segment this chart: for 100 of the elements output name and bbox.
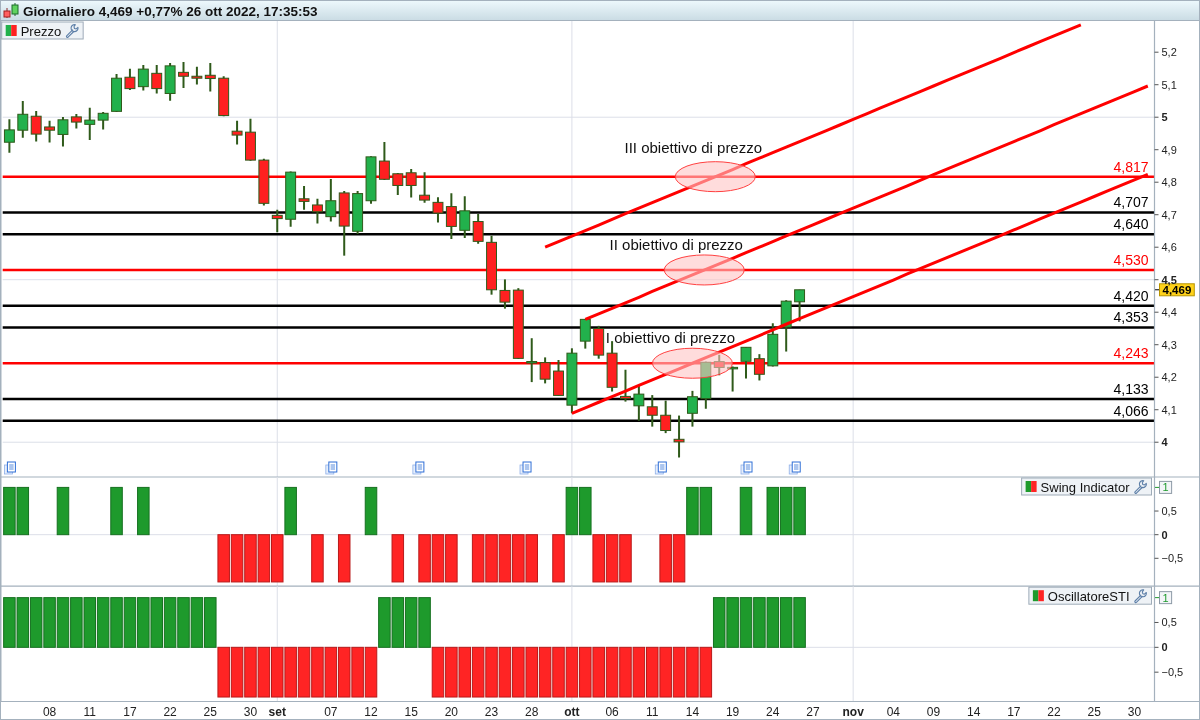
candlestick (392, 172, 404, 196)
text: 1 (1162, 481, 1169, 494)
candlestick (44, 119, 56, 144)
x-tick-label: 14 (967, 704, 981, 719)
x-tick-label: 12 (364, 704, 378, 719)
y-tick-label: 4,8 (1161, 176, 1177, 189)
ref-line-label: 4,066 (1113, 402, 1149, 419)
x-tick-label: 22 (163, 704, 178, 719)
x-tick-label: 24 (766, 704, 780, 719)
candlestick (740, 346, 752, 380)
candlestick (753, 353, 765, 382)
candlestick (137, 63, 149, 92)
y-tick-label: −0,5 (1161, 666, 1184, 679)
y-tick-label: 4,4 (1161, 306, 1177, 319)
y-tick-label: 0,5 (1161, 616, 1177, 629)
x-tick-label: 04 (886, 704, 901, 719)
candlestick (579, 318, 591, 350)
annotation: I obiettivo di prezzo (605, 329, 736, 347)
candlestick (30, 110, 42, 143)
ref-line-label: 4,243 (1113, 345, 1149, 362)
x-tick-label: 23 (484, 704, 499, 719)
x-tick-label: 27 (806, 704, 820, 719)
candlestick (378, 140, 390, 181)
x-tick-label: ott (564, 704, 580, 719)
ref-line-label: 4,640 (1113, 216, 1149, 233)
candlestick (231, 119, 243, 146)
annotation: II obiettivo di prezzo (609, 235, 743, 253)
x-tick-label: 30 (243, 704, 258, 719)
y-tick-label: 4,6 (1161, 241, 1177, 254)
y-tick-label: 4,2 (1161, 371, 1177, 384)
candlestick (57, 115, 69, 148)
x-tick-label: 25 (1087, 704, 1102, 719)
text: 1 (1162, 591, 1169, 604)
x-tick-label: nov (842, 704, 865, 719)
y-tick-label: 0 (1161, 528, 1168, 541)
x-tick-label: 17 (123, 704, 137, 719)
candlestick (445, 192, 457, 241)
x-tick-label: 08 (42, 704, 57, 719)
y-tick-label: 5,1 (1161, 78, 1177, 91)
x-tick-label: 14 (685, 704, 700, 719)
candlestick (432, 196, 444, 224)
candlestick (539, 356, 551, 385)
y-tick-label: 4,7 (1161, 208, 1177, 221)
candlestick (499, 278, 511, 310)
ref-line-label: 4,353 (1113, 309, 1149, 326)
candlestick (633, 384, 645, 422)
ref-line-label: 4,530 (1113, 251, 1149, 268)
y-tick-label: 0 (1161, 641, 1168, 654)
candlestick (459, 195, 471, 240)
x-tick-label: 30 (1127, 704, 1142, 719)
candlestick (472, 213, 484, 245)
x-tick-label: 28 (525, 704, 539, 719)
x-tick-label: 11 (83, 704, 97, 719)
x-tick-label: 19 (725, 704, 740, 719)
y-tick-label: 0,5 (1161, 505, 1177, 518)
chart-title: Giornaliero 4,469 +0,77% 26 ott 2022, 17:35:53 (23, 3, 319, 19)
x-tick-label: 17 (1007, 704, 1021, 719)
x-tick-label: 15 (404, 704, 419, 719)
candlestick (298, 185, 310, 211)
candlestick (178, 60, 189, 89)
y-tick-label: 4,3 (1161, 338, 1177, 351)
ref-line-label: 4,817 (1113, 158, 1149, 175)
candlestick (419, 171, 431, 204)
candlestick (124, 67, 136, 91)
ref-line-label: 4,420 (1113, 287, 1149, 304)
x-tick-label: 20 (444, 704, 459, 719)
legend-label: OscillatoreSTI (1047, 588, 1130, 604)
candlestick (325, 177, 337, 223)
candlestick (727, 365, 739, 393)
candlestick (84, 106, 96, 141)
x-tick-label: 06 (605, 704, 620, 719)
candlestick (271, 208, 283, 234)
candlestick (794, 288, 806, 323)
y-axis-title: Prezzo (20, 23, 62, 38)
x-tick-label: 09 (926, 704, 941, 719)
y-tick-label: 5,2 (1161, 46, 1177, 59)
candlestick (620, 368, 631, 403)
y-tick-label: 5 (1161, 111, 1168, 124)
candlestick (3, 118, 15, 154)
candlestick (17, 99, 29, 139)
candlestick (151, 63, 163, 95)
candlestick (686, 389, 698, 428)
y-tick-label: −0,5 (1161, 552, 1184, 565)
candlestick (646, 394, 658, 428)
candlestick (660, 399, 672, 435)
candlestick (673, 414, 685, 459)
x-tick-label: 22 (1047, 704, 1062, 719)
x-tick-label: 25 (203, 704, 218, 719)
x-tick-label: 07 (324, 704, 338, 719)
candlestick (526, 337, 538, 384)
candlestick (311, 197, 323, 225)
x-tick-label: set (268, 704, 286, 719)
candlestick (405, 167, 417, 199)
ref-line-label: 4,707 (1113, 194, 1149, 211)
ref-line-label: 4,133 (1113, 381, 1149, 397)
annotation: III obiettivo di prezzo (624, 138, 763, 156)
legend-label: Swing Indicator (1040, 479, 1131, 494)
y-tick-label: 4,9 (1161, 143, 1177, 156)
y-tick-label: 4 (1161, 436, 1169, 449)
candlestick (204, 61, 216, 93)
